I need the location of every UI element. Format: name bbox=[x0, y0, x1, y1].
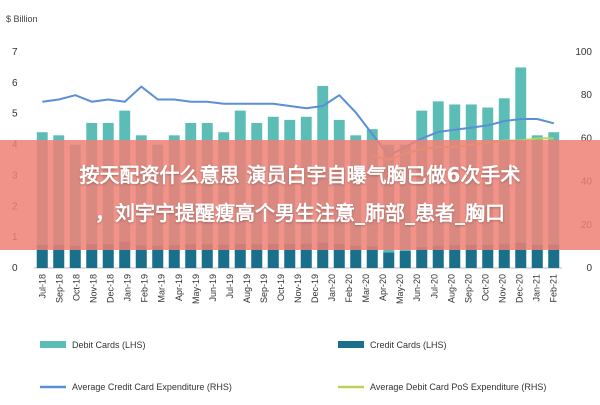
x-tick-label: Mar-19 bbox=[157, 274, 167, 303]
x-tick-label: Sep-19 bbox=[259, 274, 269, 303]
x-tick-label: Feb-20 bbox=[344, 274, 354, 303]
credit-bar bbox=[498, 244, 510, 268]
x-tick-label: Apr-19 bbox=[174, 274, 184, 301]
credit-bar bbox=[53, 244, 65, 268]
credit-bar bbox=[416, 247, 428, 268]
left-axis-label: $ Billion bbox=[6, 14, 38, 24]
credit-bar bbox=[432, 245, 444, 268]
right-tick-label: 80 bbox=[581, 90, 593, 101]
x-tick-label: Jul-19 bbox=[225, 274, 235, 299]
legend-swatch bbox=[338, 341, 364, 348]
x-tick-label: Jun-20 bbox=[412, 274, 422, 302]
credit-bar bbox=[548, 244, 560, 268]
credit-bar bbox=[350, 245, 362, 268]
x-tick-label: Oct-18 bbox=[72, 274, 82, 301]
credit-bar bbox=[449, 245, 461, 268]
credit-bar bbox=[201, 244, 213, 268]
credit-bar bbox=[185, 244, 197, 268]
right-tick-label: 100 bbox=[575, 47, 592, 58]
credit-bar bbox=[234, 243, 246, 268]
legend-swatch bbox=[40, 341, 66, 348]
credit-bar bbox=[152, 245, 164, 268]
x-tick-label: Nov-20 bbox=[497, 274, 507, 303]
x-tick-label: Nov-19 bbox=[293, 274, 303, 303]
x-tick-label: Dec-19 bbox=[310, 274, 320, 303]
credit-bar bbox=[36, 244, 48, 268]
x-tick-label: Mar-20 bbox=[361, 274, 371, 303]
credit-bar bbox=[515, 242, 527, 268]
legend-label: Credit Cards (LHS) bbox=[370, 340, 447, 350]
legend-label: Average Credit Card Expenditure (RHS) bbox=[72, 382, 232, 392]
credit-bar bbox=[366, 246, 378, 268]
credit-bar bbox=[251, 244, 263, 268]
credit-bar bbox=[218, 244, 230, 268]
credit-bar bbox=[399, 251, 411, 268]
x-tick-label: Apr-20 bbox=[378, 274, 388, 301]
left-tick-label: 6 bbox=[12, 78, 18, 89]
credit-expenditure-line bbox=[42, 85, 555, 157]
credit-bar bbox=[465, 244, 477, 268]
x-tick-label: May-20 bbox=[395, 274, 405, 304]
x-tick-label: Oct-20 bbox=[480, 274, 490, 301]
banner-title: 按天配资什么意思 演员白宇自曝气胸已做6次手术 ，刘宇宁提醒瘦高个男生注意_肺部… bbox=[79, 163, 521, 225]
credit-bar bbox=[267, 243, 279, 268]
credit-bar bbox=[102, 244, 114, 268]
credit-bar bbox=[333, 243, 345, 268]
credit-bar bbox=[383, 252, 395, 268]
credit-bar bbox=[317, 242, 329, 268]
x-tick-label: Sep-20 bbox=[463, 274, 473, 303]
legend-label: Average Debit Card PoS Expenditure (RHS) bbox=[370, 382, 546, 392]
x-tick-label: Jul-18 bbox=[38, 274, 48, 299]
x-tick-label: Jul-20 bbox=[429, 274, 439, 299]
credit-bar bbox=[69, 245, 81, 268]
x-tick-label: Nov-18 bbox=[89, 274, 99, 303]
credit-bar bbox=[531, 244, 543, 268]
x-tick-label: Jan-20 bbox=[327, 274, 337, 302]
x-tick-label: Feb-19 bbox=[140, 274, 150, 303]
x-tick-label: Aug-19 bbox=[242, 274, 252, 303]
left-tick-label: 0 bbox=[12, 263, 18, 274]
x-tick-label: May-19 bbox=[191, 274, 201, 304]
x-tick-label: Jan-21 bbox=[531, 274, 541, 302]
x-tick-label: Aug-20 bbox=[446, 274, 456, 303]
overlay-banner bbox=[0, 140, 600, 250]
x-tick-label: Feb-21 bbox=[548, 274, 558, 303]
right-tick-label: 0 bbox=[586, 263, 592, 274]
credit-bar bbox=[168, 245, 180, 268]
x-tick-label: Jan-19 bbox=[123, 274, 133, 302]
x-tick-label: Jun-19 bbox=[208, 274, 218, 302]
x-tick-label: Dec-20 bbox=[514, 274, 524, 303]
credit-bar bbox=[284, 243, 296, 268]
credit-bar bbox=[482, 244, 494, 268]
x-tick-label: Sep-18 bbox=[55, 274, 65, 303]
credit-bar bbox=[86, 244, 98, 268]
x-tick-label: Dec-18 bbox=[106, 274, 116, 303]
left-tick-label: 7 bbox=[12, 47, 18, 58]
x-tick-label: Oct-19 bbox=[276, 274, 286, 301]
credit-bar bbox=[119, 241, 131, 268]
legend-label: Debit Cards (LHS) bbox=[72, 340, 146, 350]
left-tick-label: 5 bbox=[12, 109, 18, 120]
credit-bar bbox=[135, 245, 147, 268]
credit-bar bbox=[300, 243, 312, 268]
right-tick-label: 60 bbox=[581, 133, 593, 144]
